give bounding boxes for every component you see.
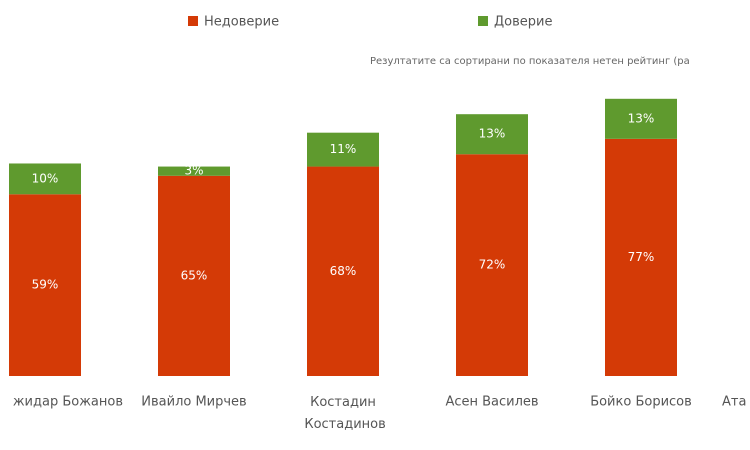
value-label: 65% xyxy=(181,268,208,282)
x-tick-label: Костадин Костадинов xyxy=(300,395,386,432)
bar-segment xyxy=(158,175,230,376)
bar-segment xyxy=(158,166,230,176)
chart-subtitle: Резултатите са сортирани по показателя н… xyxy=(370,56,690,67)
x-tick-label: Бойко Борисов xyxy=(590,395,692,410)
bar-segment xyxy=(307,166,379,376)
value-label: 10% xyxy=(32,171,59,185)
value-label: 68% xyxy=(330,264,357,278)
value-label: 59% xyxy=(32,278,59,292)
bar-segment xyxy=(9,163,81,195)
value-label: 11% xyxy=(330,142,357,156)
legend-label: Недоверие xyxy=(204,15,279,30)
bar-segment xyxy=(605,138,677,376)
x-tick-label: Асен Василев xyxy=(445,395,538,410)
bar-segment xyxy=(605,98,677,139)
value-label: 77% xyxy=(628,250,655,264)
value-label: 3% xyxy=(184,164,203,178)
x-tick-label: Ата xyxy=(722,395,746,410)
value-label: 13% xyxy=(628,111,655,125)
x-tick-label: Ивайло Мирчев xyxy=(141,395,246,410)
bar-segment xyxy=(9,194,81,376)
value-label: 13% xyxy=(479,127,506,141)
legend-swatch xyxy=(188,16,198,26)
value-label: 72% xyxy=(479,258,506,272)
x-tick-label: жидар Божанов xyxy=(13,395,123,410)
bar-segment xyxy=(456,154,528,376)
legend-label: Доверие xyxy=(494,15,552,30)
bar-segment xyxy=(456,114,528,155)
bar-segment xyxy=(307,132,379,167)
legend-swatch xyxy=(478,16,488,26)
